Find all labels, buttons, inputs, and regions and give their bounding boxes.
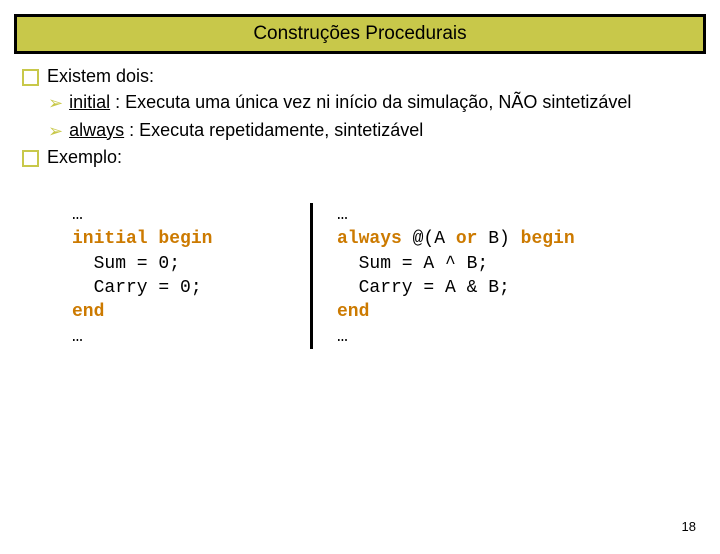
- cr-2c: B): [477, 229, 520, 249]
- sub-2-text: always : Executa repetidamente, sintetiz…: [69, 118, 423, 142]
- code-left: … initial begin Sum = 0; Carry = 0; end …: [72, 203, 302, 349]
- square-bullet-icon: [22, 69, 39, 86]
- code-right: … always @(A or B) begin Sum = A ^ B; Ca…: [337, 203, 575, 349]
- kw-begin-r: begin: [521, 229, 575, 249]
- kw-initial: initial: [72, 229, 148, 249]
- cl-3: Sum = 0;: [72, 254, 180, 274]
- cr-4: Carry = A & B;: [337, 278, 510, 298]
- cr-6: …: [337, 327, 348, 347]
- sub-1-rest: : Executa uma única vez ni início da sim…: [110, 92, 631, 112]
- arrow-icon: ➢: [48, 119, 63, 143]
- sub-1-underline: initial: [69, 92, 110, 112]
- cl-4: Carry = 0;: [72, 278, 202, 298]
- cl-6: …: [72, 327, 83, 347]
- code-divider: [310, 203, 313, 349]
- square-bullet-icon: [22, 150, 39, 167]
- cr-3: Sum = A ^ B;: [337, 254, 488, 274]
- kw-or: or: [456, 229, 478, 249]
- code-wrap: … initial begin Sum = 0; Carry = 0; end …: [72, 203, 698, 349]
- title-text: Construções Procedurais: [253, 23, 466, 44]
- bullet-1-text: Existem dois:: [47, 64, 154, 88]
- cr-1: …: [337, 205, 348, 225]
- sub-bullet-2: ➢ always : Executa repetidamente, sintet…: [48, 118, 698, 143]
- bullet-2: Exemplo:: [22, 145, 698, 169]
- arrow-icon: ➢: [48, 91, 63, 115]
- sub-2-underline: always: [69, 120, 124, 140]
- title-bar: Construções Procedurais: [14, 14, 706, 54]
- sub-2-rest: : Executa repetidamente, sintetizável: [124, 120, 423, 140]
- sub-bullet-1: ➢ initial : Executa uma única vez ni iní…: [48, 90, 698, 115]
- content: Existem dois: ➢ initial : Executa uma ún…: [0, 54, 720, 349]
- kw-end-r: end: [337, 302, 369, 322]
- kw-begin: begin: [148, 229, 213, 249]
- bullet-2-text: Exemplo:: [47, 145, 122, 169]
- page-number: 18: [682, 519, 696, 534]
- kw-always: always: [337, 229, 402, 249]
- sub-1-text: initial : Executa uma única vez ni iníci…: [69, 90, 631, 114]
- bullet-1: Existem dois:: [22, 64, 698, 88]
- cl-1: …: [72, 205, 83, 225]
- cr-2b: @(A: [402, 229, 456, 249]
- kw-end: end: [72, 302, 104, 322]
